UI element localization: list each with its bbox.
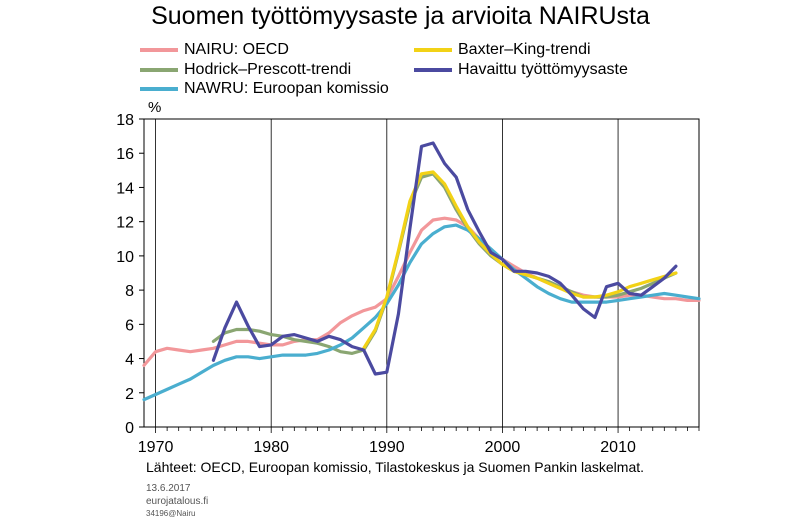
legend-label: NAIRU: OECD	[184, 41, 289, 58]
publish-date: 13.6.2017	[146, 483, 191, 494]
legend-label: Hodrick–Prescott-trendi	[184, 61, 352, 78]
series-line-hodrick-prescott-trendi	[211, 172, 678, 355]
legend-label: NAWRU: Euroopan komissio	[184, 80, 389, 97]
x-tick-label: 1990	[369, 439, 405, 456]
legend-label: Baxter–King-trendi	[458, 41, 591, 58]
legend-item-nawru: NAWRU: Euroopan komissio	[140, 79, 389, 99]
y-tick-label: 8	[125, 283, 134, 300]
series-line-havaittu-työttömyysaste	[211, 141, 678, 376]
y-tick-label: 0	[125, 420, 134, 437]
legend-item-havaittu: Havaittu työttömyysaste	[414, 60, 628, 80]
legend-swatch	[140, 87, 178, 91]
source-note: Lähteet: OECD, Euroopan komissio, Tilast…	[146, 459, 645, 475]
x-tick-label: 1980	[253, 439, 289, 456]
legend-item-nairu-oecd: NAIRU: OECD	[140, 40, 289, 60]
y-tick-label: 4	[125, 352, 134, 369]
x-tick-label: 2000	[485, 439, 521, 456]
legend-item-hodrick-prescott: Hodrick–Prescott-trendi	[140, 60, 351, 80]
y-tick-label: 2	[125, 386, 134, 403]
chart-title: Suomen työttömyysaste ja arvioita NAIRUs…	[151, 2, 650, 30]
y-tick-label: 14	[116, 180, 134, 197]
y-tick-label: 18	[116, 112, 134, 129]
legend-label: Havaittu työttömyysaste	[458, 61, 628, 78]
chart-code: 34196@Nairu	[146, 509, 196, 518]
x-tick-label: 2010	[600, 439, 636, 456]
legend-swatch	[414, 48, 452, 52]
x-tick-label: 1970	[138, 439, 174, 456]
y-tick-label: 12	[116, 215, 134, 232]
legend-swatch	[140, 48, 178, 52]
y-tick-label: 16	[116, 146, 134, 163]
site-name: eurojatalous.fi	[146, 496, 209, 507]
legend-swatch	[414, 68, 452, 72]
legend-swatch	[140, 68, 178, 72]
plot-frame	[143, 118, 700, 428]
series-line-nawru-euroopan-komissio	[142, 223, 701, 402]
y-unit-label: %	[148, 99, 162, 116]
y-tick-label: 10	[116, 249, 134, 266]
y-tick-label: 6	[125, 317, 134, 334]
legend-item-baxter-king: Baxter–King-trendi	[414, 40, 591, 60]
